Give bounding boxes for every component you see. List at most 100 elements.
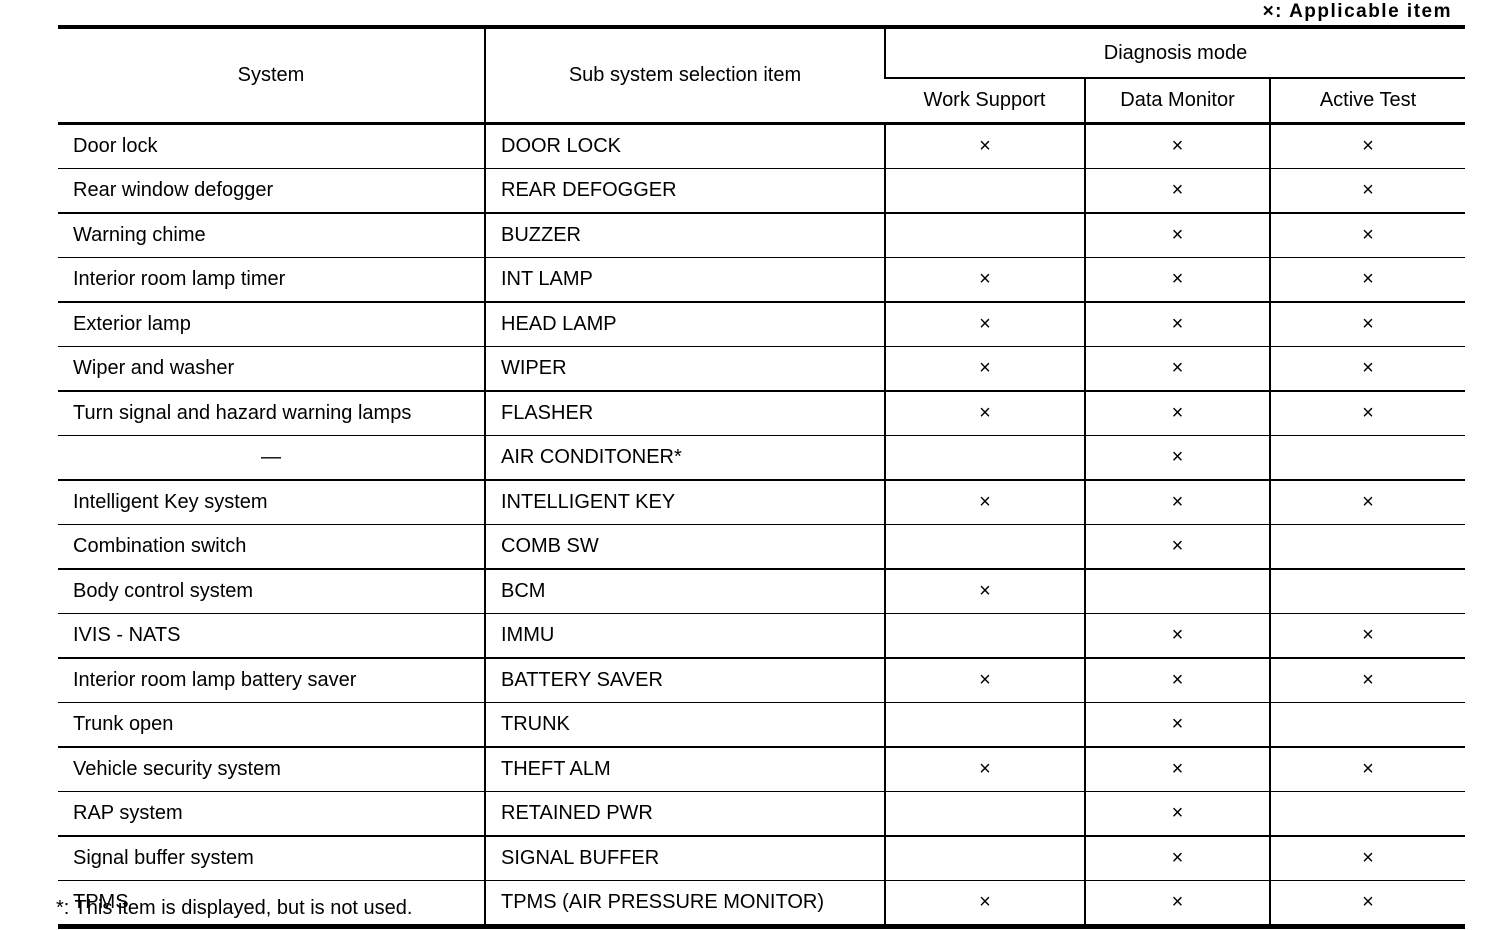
table-row: Exterior lamp HEAD LAMP × × × [58,301,1466,347]
work-support-cell: × [884,257,1085,302]
work-support-cell [884,435,1085,480]
work-support-cell: × [884,123,1085,169]
work-support-cell [884,791,1085,836]
active-test-cell: × [1268,301,1466,347]
system-cell: Rear window defogger [58,168,485,213]
work-support-cell [884,613,1085,658]
header-sub-system: Sub system selection item [484,27,885,125]
data-monitor-cell: × [1084,257,1270,302]
asterisk-footnote: *: This item is displayed, but is not us… [56,897,413,919]
active-test-cell: × [1268,168,1466,213]
active-test-cell [1268,791,1466,836]
active-test-cell [1268,568,1466,614]
header-row-top: System Sub system selection item Diagnos… [58,27,1466,125]
work-support-cell: × [884,390,1085,436]
data-monitor-cell: × [1084,390,1270,436]
header-diagnosis-mode: Diagnosis mode [883,27,1466,79]
data-monitor-cell: × [1084,791,1270,836]
sub-item-cell: BATTERY SAVER [484,657,885,703]
table-row: Vehicle security system THEFT ALM × × × [58,746,1466,792]
table-row: Warning chime BUZZER × × [58,212,1466,258]
diagnosis-mode-table: System Sub system selection item Diagnos… [58,25,1466,929]
work-support-cell: × [884,880,1085,927]
table-row: RAP system RETAINED PWR × [58,791,1466,836]
sub-item-cell: HEAD LAMP [484,301,885,347]
data-monitor-cell: × [1084,657,1270,703]
system-cell: TPMS [58,880,485,927]
active-test-cell: × [1268,212,1466,258]
system-cell: Interior room lamp timer [58,257,485,302]
table-row: Wiper and washer WIPER × × × [58,346,1466,391]
table-row: Combination switch COMB SW × [58,524,1466,569]
table-row: Body control system BCM × [58,568,1466,614]
sub-item-cell: TPMS (AIR PRESSURE MONITOR) [484,880,885,927]
work-support-cell [884,168,1085,213]
table-row: Interior room lamp battery saver BATTERY … [58,657,1466,703]
active-test-cell: × [1268,390,1466,436]
active-test-cell: × [1268,835,1466,881]
data-monitor-cell: × [1084,301,1270,347]
data-monitor-cell: × [1084,880,1270,927]
header-row-sub: Work Support Data Monitor Active Test [58,78,1466,125]
system-cell: Door lock [58,123,485,169]
active-test-cell: × [1268,257,1466,302]
sub-item-cell: BCM [484,568,885,614]
table-body: Door lock DOOR LOCK × × × Rear window defogge… [58,123,1466,927]
work-support-cell: × [884,479,1085,525]
table-row: Trunk open TRUNK × [58,702,1466,747]
data-monitor-cell: × [1084,479,1270,525]
sub-item-cell: IMMU [484,613,885,658]
table-row: Turn signal and hazard warning lamps FLAS… [58,390,1466,436]
data-monitor-cell: × [1084,168,1270,213]
system-cell: Vehicle security system [58,746,485,792]
work-support-cell: × [884,346,1085,391]
table-row: Signal buffer system SIGNAL BUFFER × × [58,835,1466,881]
data-monitor-cell: × [1084,835,1270,881]
system-cell: Warning chime [58,212,485,258]
table-row: Door lock DOOR LOCK × × × [58,123,1466,169]
system-cell: IVIS - NATS [58,613,485,658]
table-header: System Sub system selection item Diagnos… [58,27,1466,125]
header-system: System [58,27,485,125]
sub-item-cell: REAR DEFOGGER [484,168,885,213]
system-cell: — [58,435,485,480]
table-row: Intelligent Key system INTELLIGENT KEY × × × [58,479,1466,525]
work-support-cell [884,212,1085,258]
active-test-cell: × [1268,657,1466,703]
active-test-cell [1268,524,1466,569]
sub-item-cell: THEFT ALM [484,746,885,792]
applicable-item-note: ×: Applicable item [1262,1,1452,22]
work-support-cell [884,702,1085,747]
work-support-cell [884,524,1085,569]
work-support-cell: × [884,746,1085,792]
data-monitor-cell: × [1084,123,1270,169]
table-row: TPMS TPMS (AIR PRESSURE MONITOR) × × × [58,880,1466,927]
active-test-cell [1268,435,1466,480]
header-active-test: Active Test [1268,78,1466,125]
sub-item-cell: BUZZER [484,212,885,258]
system-cell: Combination switch [58,524,485,569]
table-row: Rear window defogger REAR DEFOGGER × × [58,168,1466,213]
data-monitor-cell: × [1084,435,1270,480]
data-monitor-cell: × [1084,524,1270,569]
table-row: Interior room lamp timer INT LAMP × × × [58,257,1466,302]
table-row: IVIS - NATS IMMU × × [58,613,1466,658]
active-test-cell: × [1268,123,1466,169]
sub-item-cell: DOOR LOCK [484,123,885,169]
sub-item-cell: SIGNAL BUFFER [484,835,885,881]
active-test-cell: × [1268,746,1466,792]
active-test-cell: × [1268,880,1466,927]
data-monitor-cell [1084,568,1270,614]
work-support-cell [884,835,1085,881]
data-monitor-cell: × [1084,212,1270,258]
active-test-cell: × [1268,613,1466,658]
system-cell: Wiper and washer [58,346,485,391]
work-support-cell: × [884,657,1085,703]
sub-item-cell: AIR CONDITONER* [484,435,885,480]
table-row: — AIR CONDITONER* × [58,435,1466,480]
system-cell: Trunk open [58,702,485,747]
active-test-cell: × [1268,346,1466,391]
header-work-support: Work Support [885,78,1085,125]
active-test-cell [1268,702,1466,747]
